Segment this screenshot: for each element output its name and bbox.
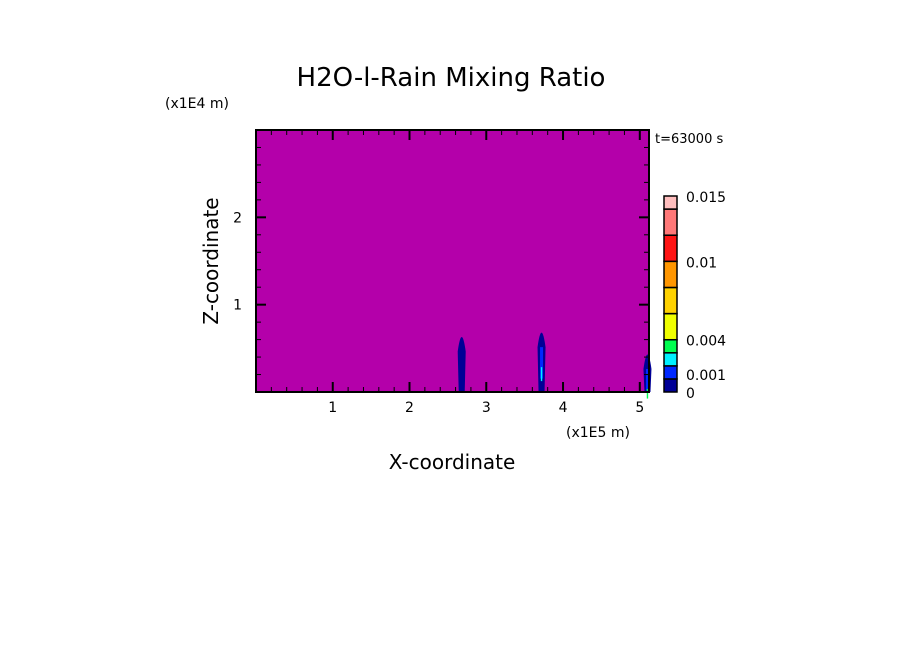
colorbar-swatch <box>663 260 678 289</box>
x-axis-label: X-coordinate <box>389 450 516 474</box>
rain-plume-peak <box>540 367 543 382</box>
x-unit-label: (x1E5 m) <box>566 425 630 441</box>
colorbar: 0 0.001 0.004 0.01 0.015 <box>663 190 726 402</box>
colorbar-swatch <box>663 365 678 380</box>
colorbar-swatch <box>663 208 678 236</box>
x-tick-label: 5 <box>635 400 644 416</box>
colorbar-swatch <box>663 286 678 315</box>
colorbar-swatch <box>663 312 678 341</box>
time-label: t=63000 s <box>655 132 723 147</box>
colorbar-swatch <box>663 338 678 354</box>
plot-frame <box>255 129 650 393</box>
x-tick-label: 2 <box>405 400 414 416</box>
colorbar-label: 0 <box>686 386 695 402</box>
colorbar-swatch <box>663 195 678 210</box>
colorbar-label: 0.004 <box>686 334 726 350</box>
y-tick-label: 2 <box>233 210 242 226</box>
colorbar-label: 0.001 <box>686 368 726 384</box>
x-tick-label: 1 <box>328 400 337 416</box>
y-unit-label: (x1E4 m) <box>165 96 229 112</box>
colorbar-label: 0.015 <box>686 190 726 206</box>
y-tick-label: 1 <box>233 298 242 314</box>
colorbar-label: 0.01 <box>686 255 717 271</box>
plot-area <box>255 129 652 399</box>
colorbar-swatch <box>663 352 678 367</box>
rain-plume-peak <box>646 388 649 399</box>
y-tick-labels: 12 <box>233 210 242 313</box>
colorbar-swatch <box>663 378 678 393</box>
rain-plume <box>457 337 466 392</box>
colorbar-swatch <box>663 234 678 263</box>
rain-plume-core <box>645 368 649 391</box>
y-axis-label: Z-coordinate <box>199 197 223 324</box>
x-tick-labels: 1 2 3 4 5 <box>328 400 644 416</box>
x-tick-label: 3 <box>482 400 491 416</box>
x-tick-label: 4 <box>559 400 568 416</box>
chart-title: H2O-l-Rain Mixing Ratio <box>297 63 606 93</box>
rain-plume-core <box>540 347 544 379</box>
background-field <box>256 130 649 392</box>
